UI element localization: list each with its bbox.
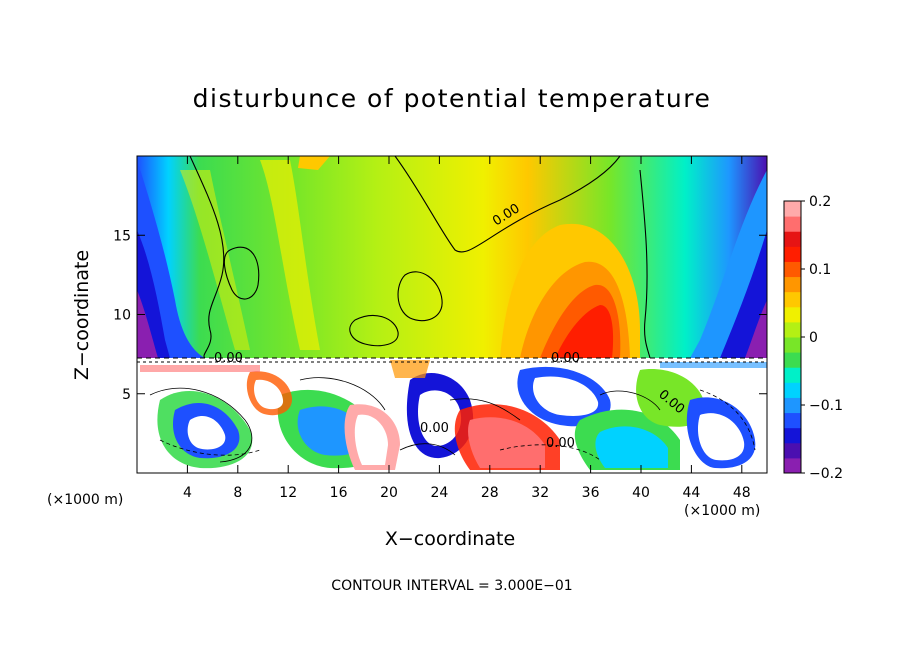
x-axis-label: X−coordinate <box>384 528 516 550</box>
x-tick-label: 12 <box>279 485 297 501</box>
colorbar-swatch <box>784 457 801 474</box>
y-axis-label: Z−coordinate <box>71 249 93 381</box>
colorbar-tick-label: 0.1 <box>809 262 831 278</box>
colorbar-swatch <box>784 427 801 444</box>
colorbar-swatch <box>784 382 801 398</box>
colorbar-swatch <box>784 201 801 217</box>
heatmap-field <box>137 156 767 473</box>
x-tick-label: 28 <box>481 485 499 501</box>
contour-label: 0.00 <box>546 436 575 451</box>
x-tick-label: 48 <box>733 485 751 501</box>
contour-label: 0.00 <box>214 351 243 366</box>
x-axis: 4 8 12 16 20 24 28 32 36 40 44 48 <box>183 156 751 501</box>
x-tick-label: 16 <box>330 485 348 501</box>
contour-lines <box>137 156 767 363</box>
y-axis: 5 10 15 <box>113 228 767 403</box>
colorbar-swatch <box>784 442 801 459</box>
x-tick-label: 8 <box>233 485 242 501</box>
y-tick-label: 10 <box>113 308 131 324</box>
colorbar-swatch <box>784 291 801 308</box>
colorbar-swatch <box>784 337 801 353</box>
colorbar: 0.2 0.1 0 −0.1 −0.2 <box>783 194 843 482</box>
colorbar-tick-label: −0.1 <box>809 398 843 414</box>
colorbar-swatch <box>784 367 801 383</box>
contour-label: 0.00 <box>551 351 580 366</box>
colorbar-swatch <box>784 246 801 262</box>
contour-interval-note: CONTOUR INTERVAL = 3.000E−01 <box>331 578 573 594</box>
colorbar-swatch <box>784 352 801 368</box>
x-tick-label: 32 <box>531 485 549 501</box>
colorbar-swatch <box>784 231 801 247</box>
colorbar-swatch <box>784 412 801 429</box>
x-tick-label: 20 <box>380 485 398 501</box>
colorbar-swatch <box>784 321 801 338</box>
colorbar-tick-label: −0.2 <box>809 466 843 482</box>
colorbar-swatch <box>784 216 801 232</box>
x-tick-label: 24 <box>430 485 448 501</box>
colorbar-tick-label: 0 <box>809 330 818 346</box>
x-unit-right: (×1000 m) <box>684 503 761 519</box>
colorbar-swatch <box>784 276 801 293</box>
chart-title: disturbunce of potential temperature <box>192 84 712 113</box>
x-tick-label: 44 <box>682 485 700 501</box>
colorbar-swatch <box>784 261 801 278</box>
lower-contours <box>149 377 756 463</box>
x-tick-label: 40 <box>632 485 650 501</box>
x-tick-label: 4 <box>183 485 192 501</box>
colorbar-swatch <box>784 306 801 323</box>
x-tick-label: 36 <box>582 485 600 501</box>
colorbar-swatch <box>784 397 801 414</box>
x-unit-left: (×1000 m) <box>47 492 124 508</box>
contour-label: 0.00 <box>420 421 449 436</box>
colorbar-tick-label: 0.2 <box>809 194 831 210</box>
y-tick-label: 5 <box>122 387 131 403</box>
y-tick-label: 15 <box>113 228 131 244</box>
